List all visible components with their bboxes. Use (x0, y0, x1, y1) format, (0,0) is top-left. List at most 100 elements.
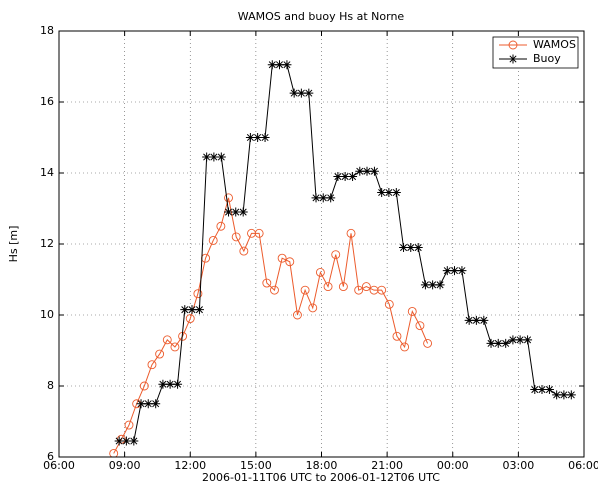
marker (407, 307, 417, 316)
marker (415, 321, 425, 331)
marker (151, 399, 161, 409)
marker (275, 60, 284, 70)
marker (238, 207, 248, 217)
marker (508, 335, 518, 345)
marker (267, 60, 277, 70)
axes-box (58, 30, 585, 458)
marker (479, 315, 489, 325)
marker (338, 282, 348, 292)
marker (442, 266, 452, 276)
marker (285, 257, 295, 267)
marker (333, 172, 343, 182)
y-tick-label: 6 (47, 450, 54, 463)
marker (239, 246, 249, 256)
marker (493, 338, 503, 348)
marker (311, 193, 321, 203)
marker (143, 399, 153, 409)
marker (289, 88, 299, 98)
marker (231, 207, 241, 217)
marker (508, 40, 518, 50)
y-tick-label: 14 (40, 166, 54, 179)
marker (162, 335, 172, 345)
marker (129, 436, 139, 446)
x-tick-label: 18:00 (306, 459, 338, 472)
marker (413, 243, 423, 253)
marker (323, 282, 333, 292)
marker (428, 280, 438, 290)
marker (185, 314, 195, 323)
marker (457, 266, 467, 276)
marker (400, 342, 410, 352)
marker (296, 88, 306, 98)
marker (165, 379, 175, 389)
marker (348, 172, 358, 182)
marker (326, 193, 336, 203)
marker (124, 420, 134, 430)
x-tick-label: 03:00 (503, 459, 535, 472)
marker (340, 172, 350, 182)
marker (202, 152, 212, 162)
marker (180, 305, 190, 315)
marker (208, 235, 218, 245)
marker (537, 385, 547, 395)
marker (384, 299, 394, 309)
y-axis-label: Hs [m] (7, 226, 20, 263)
marker (170, 342, 180, 352)
marker (399, 243, 409, 253)
x-tick-label: 15:00 (240, 459, 272, 472)
marker (216, 152, 226, 162)
marker (147, 360, 157, 370)
x-tick-label: 06:00 (43, 459, 75, 472)
marker (384, 188, 394, 198)
marker (109, 449, 119, 457)
marker (224, 193, 233, 203)
marker (331, 250, 341, 260)
marker (187, 305, 197, 315)
marker (435, 280, 445, 290)
y-tick-label: 8 (47, 379, 54, 392)
marker (369, 166, 379, 176)
x-tick-label: 06:00 (568, 459, 598, 472)
marker (253, 133, 263, 142)
marker (315, 267, 325, 277)
marker (346, 228, 356, 238)
legend-label: WAMOS (533, 38, 576, 51)
x-tick-label: 00:00 (437, 459, 469, 472)
marker (121, 436, 131, 446)
marker (523, 335, 533, 345)
marker (450, 266, 459, 276)
marker (391, 188, 401, 198)
marker (471, 315, 481, 325)
legend-label: Buoy (533, 52, 561, 65)
marker (114, 436, 124, 446)
marker (559, 390, 569, 400)
marker (231, 232, 241, 242)
marker (406, 243, 416, 253)
marker (155, 349, 165, 359)
marker (392, 331, 402, 341)
marker (486, 338, 496, 348)
x-tick-label: 09:00 (109, 459, 141, 472)
marker (282, 60, 292, 70)
marker (354, 285, 364, 295)
marker (530, 385, 540, 395)
x-axis-label: 2006-01-11T06 UTC to 2006-01-12T06 UTC (202, 471, 440, 484)
marker (260, 133, 270, 142)
marker (318, 193, 328, 203)
marker (292, 310, 302, 320)
marker (377, 285, 387, 295)
marker (304, 88, 314, 98)
marker (216, 221, 226, 231)
marker (136, 399, 146, 409)
marker (194, 305, 204, 315)
chart-title: WAMOS and buoy Hs at Norne (238, 10, 405, 23)
plot-area (109, 60, 576, 457)
marker (224, 207, 234, 217)
marker (270, 285, 279, 295)
marker (508, 54, 518, 64)
marker (209, 152, 219, 162)
marker (515, 335, 525, 345)
